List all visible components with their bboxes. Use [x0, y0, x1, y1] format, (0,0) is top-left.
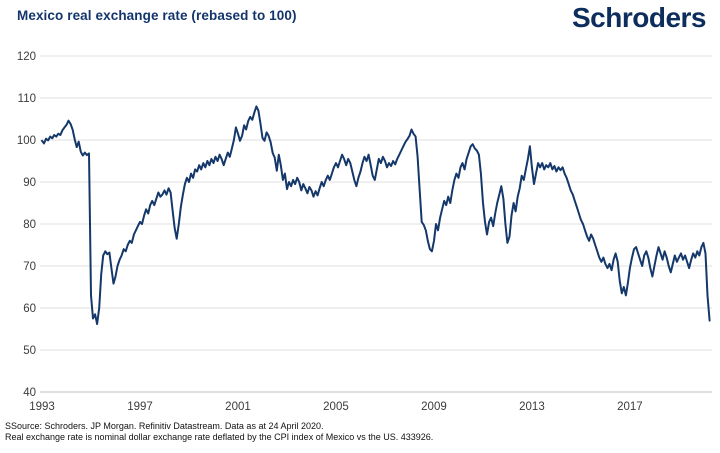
y-tick-label: 40 [23, 387, 36, 399]
x-tick-label: 2017 [617, 401, 643, 413]
y-tick-label: 110 [18, 93, 36, 105]
y-tick-label: 80 [23, 219, 36, 231]
source-note-line2: Real exchange rate is nominal dollar exc… [5, 432, 434, 442]
x-tick-label: 1993 [29, 401, 55, 413]
schroders-logo: Schroders [572, 2, 707, 33]
chart-title: Mexico real exchange rate (rebased to 10… [17, 8, 297, 23]
source-note-line1: SSource: Schroders. JP Morgan. Refinitiv… [5, 421, 324, 431]
x-tick-label: 2009 [421, 401, 447, 413]
x-tick-label: 2001 [225, 401, 251, 413]
x-tick-label: 1997 [127, 401, 153, 413]
y-tick-label: 60 [23, 303, 36, 315]
y-tick-label: 70 [23, 261, 36, 273]
exchange-rate-series-line [41, 105, 711, 325]
line-chart-canvas: 40 50 60 70 80 90 100 110 120 1993 1997 2001 2005 200… [17, 51, 712, 413]
y-tick-label: 100 [17, 135, 36, 147]
x-tick-label: 2013 [519, 401, 545, 413]
y-tick-label: 50 [23, 345, 36, 357]
y-tick-label: 120 [17, 51, 36, 63]
y-tick-label: 90 [23, 177, 36, 189]
x-tick-label: 2005 [323, 401, 349, 413]
source-note: SSource: Schroders. JP Morgan. Refinitiv… [5, 421, 433, 443]
